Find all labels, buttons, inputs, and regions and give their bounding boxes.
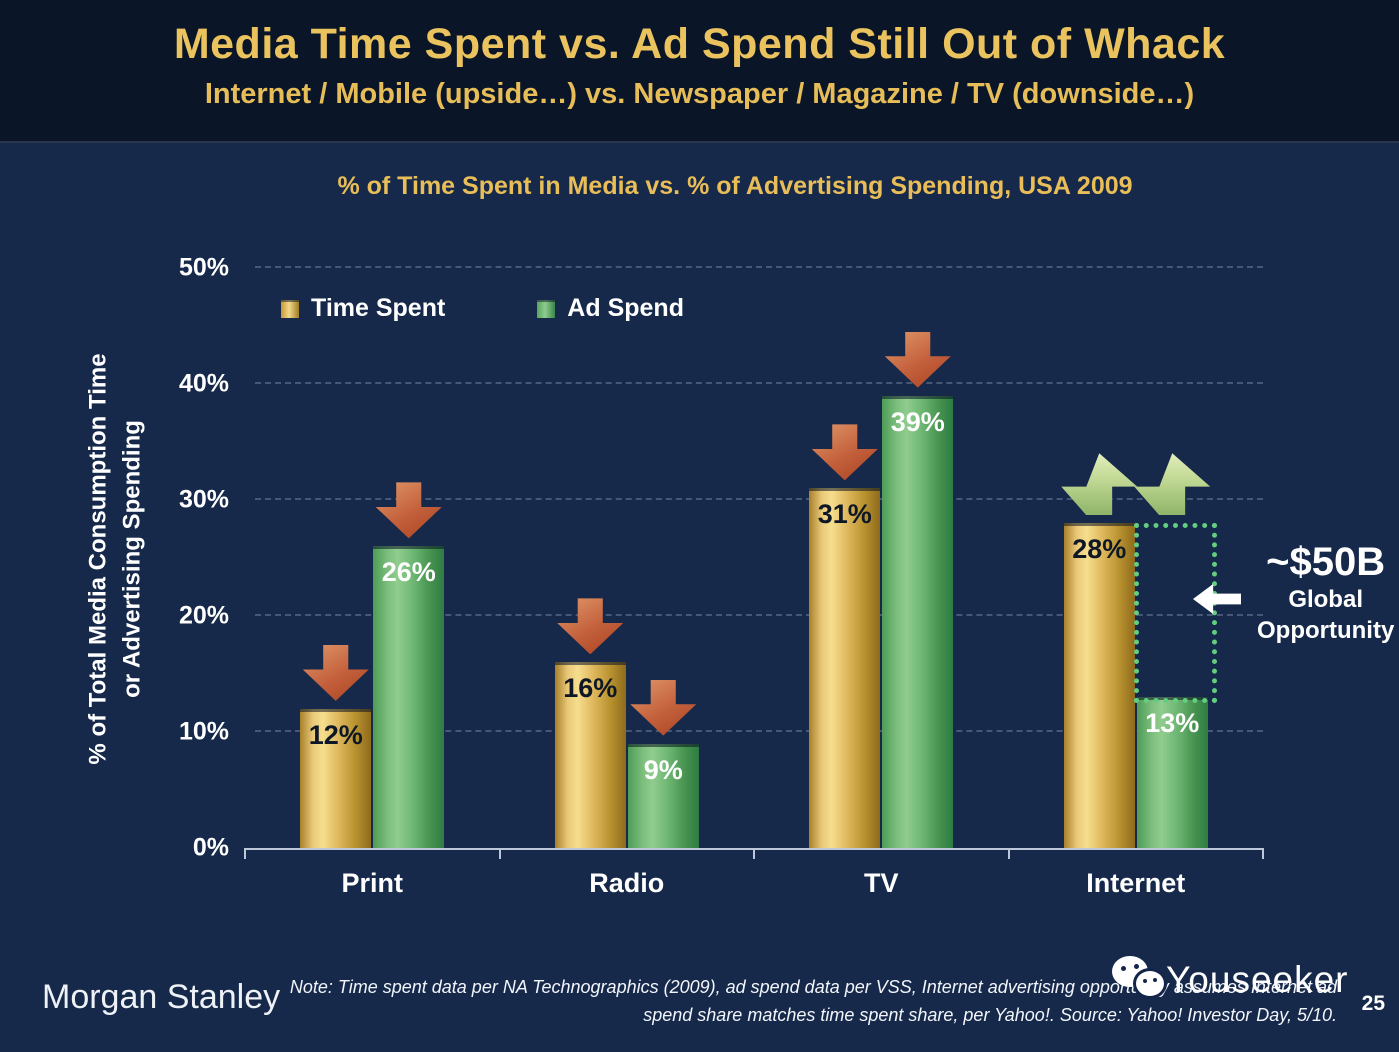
bar-time-spent-radio: 16% (554, 662, 626, 848)
plot-area: Time Spent Ad Spend ~$50B Global Opportu… (179, 255, 1394, 898)
opportunity-dotted-box (1133, 523, 1217, 704)
bar-pair: 12% 26% (245, 268, 500, 848)
x-label-tv: TV (863, 868, 899, 898)
opportunity-value: ~$50B (1266, 540, 1386, 584)
source-note: Note: Time spent data per NA Technograph… (290, 974, 1337, 1030)
bar-time-spent-internet: 28% (1063, 523, 1135, 848)
x-label-internet: Internet (1086, 868, 1186, 898)
slide-subtitle: Internet / Mobile (upside…) vs. Newspape… (204, 78, 1195, 110)
watermark-text: Youseeker (1166, 959, 1349, 1000)
watermark: Youseeker (1110, 956, 1349, 1004)
category-group-radio: 16% 9% Radio (500, 268, 755, 898)
opportunity-line2: Opportunity (1257, 617, 1395, 645)
x-axis-tick (1262, 848, 1264, 859)
source-note-line1: Note: Time spent data per NA Technograph… (289, 977, 1337, 997)
bar-value-time-spent-radio: 16% (563, 673, 618, 704)
opportunity-line1: Global (1288, 586, 1363, 613)
opportunity-annotation: ~$50B Global Opportunity (1193, 540, 1394, 646)
y-tick-50-: 50% (178, 253, 229, 282)
y-axis-label-line2: or Advertising Spending (118, 420, 145, 698)
bar-value-ad-spend-internet: 13% (1145, 708, 1200, 739)
opportunity-annotation-text: ~$50B Global Opportunity (1257, 540, 1394, 646)
bar-ad-spend-print: 26% (373, 546, 445, 848)
x-axis-tick (498, 848, 501, 859)
bar-pair: 16% 9% (500, 268, 755, 848)
y-tick-0-: 0% (192, 833, 229, 862)
ad-spend-swatch-icon (537, 299, 556, 318)
legend-label-time-spent: Time Spent (311, 294, 446, 322)
bar-value-time-spent-print: 12% (308, 719, 363, 750)
bar-time-spent-tv: 31% (809, 488, 881, 848)
y-tick-30-: 30% (178, 485, 229, 514)
bar-time-spent-print: 12% (300, 708, 372, 848)
bar-ad-spend-radio: 9% (627, 743, 699, 848)
y-tick-40-: 40% (178, 369, 229, 398)
gridline-20- (255, 614, 1263, 616)
source-note-line2: spend share matches time spent share, pe… (643, 1004, 1337, 1025)
bar-pair: 28% 13% (1009, 268, 1264, 848)
x-axis-tick (753, 848, 755, 859)
slide-title: Media Time Spent vs. Ad Spend Still Out … (173, 20, 1226, 68)
y-tick-10-: 10% (178, 717, 229, 746)
left-arrow-icon (1193, 584, 1241, 614)
morgan-stanley-logo: Morgan Stanley (42, 978, 281, 1016)
bar-value-ad-spend-print: 26% (381, 557, 436, 588)
category-group-print: 12% 26% Print (245, 268, 500, 898)
gridline-10- (255, 730, 1263, 732)
bar-value-ad-spend-tv: 39% (890, 406, 945, 437)
y-tick-20-: 20% (178, 601, 229, 630)
legend-label-ad-spend: Ad Spend (567, 294, 684, 322)
gridline-30- (255, 498, 1263, 500)
gridline-50- (255, 266, 1263, 268)
chart-legend: Time Spent Ad Spend (281, 294, 684, 323)
x-axis-tick (244, 848, 246, 859)
bar-ad-spend-tv: 39% (882, 395, 954, 848)
category-group-tv: 31% 39% TV (754, 268, 1009, 898)
gridline-40- (255, 382, 1263, 384)
y-axis-label: % of Total Media Consumption Time or Adv… (81, 353, 148, 764)
y-axis-label-line1: % of Total Media Consumption Time (84, 353, 112, 765)
wechat-bubble-small (1136, 971, 1164, 996)
bar-value-ad-spend-radio: 9% (643, 754, 683, 785)
legend-item-ad-spend: Ad Spend (537, 294, 684, 323)
x-axis-tick (1007, 848, 1010, 859)
legend-item-time-spent: Time Spent (281, 294, 445, 323)
bar-pair: 31% 39% (754, 268, 1009, 848)
bar-value-time-spent-internet: 28% (1072, 534, 1127, 565)
wechat-icon (1110, 956, 1166, 1004)
page-number: 25 (1361, 992, 1385, 1015)
chart-title: % of Time Spent in Media vs. % of Advert… (337, 172, 1133, 200)
time-spent-swatch-icon (281, 299, 299, 318)
bar-value-time-spent-tv: 31% (817, 499, 872, 530)
category-group-internet: 28% 13% Internet (1009, 268, 1264, 898)
bar-ad-spend-internet: 13% (1136, 697, 1208, 848)
x-label-radio: Radio (589, 868, 665, 898)
slide-header: Media Time Spent vs. Ad Spend Still Out … (0, 0, 1399, 143)
x-label-print: Print (341, 868, 403, 898)
